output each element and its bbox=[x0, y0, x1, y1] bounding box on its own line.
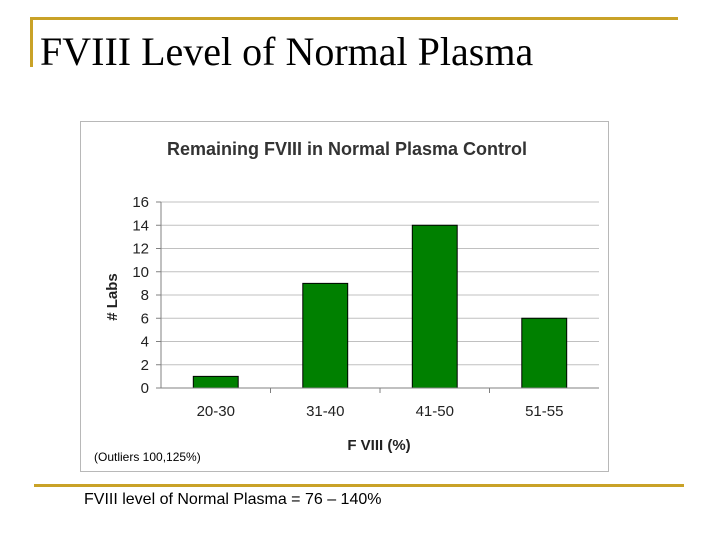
chart-frame: Remaining FVIII in Normal Plasma Control… bbox=[80, 121, 609, 472]
grid-lines bbox=[161, 201, 599, 366]
x-tick-label-41-50: 41-50 bbox=[416, 403, 454, 420]
y-tick-label-0: 0 bbox=[141, 380, 149, 397]
y-tick-label-2: 2 bbox=[141, 357, 149, 374]
chart-title: Remaining FVIII in Normal Plasma Control bbox=[167, 139, 527, 159]
bar-20-30 bbox=[192, 375, 239, 389]
x-tick-label-31-40: 31-40 bbox=[306, 403, 344, 420]
bar-51-55 bbox=[521, 317, 568, 389]
bar-41-50 bbox=[411, 224, 458, 389]
y-tick-label-16: 16 bbox=[132, 194, 149, 211]
normal-range-footnote: FVIII level of Normal Plasma = 76 – 140% bbox=[84, 491, 382, 508]
y-tick-label-14: 14 bbox=[132, 217, 149, 234]
y-tick-labels: 0 2 4 6 8 10 12 14 16 bbox=[132, 194, 149, 397]
y-tick-label-6: 6 bbox=[141, 310, 149, 327]
title-accent-line bbox=[30, 17, 678, 20]
x-tick-label-51-55: 51-55 bbox=[525, 403, 563, 420]
y-axis-title: # Labs bbox=[104, 273, 121, 321]
x-axis-title: F VIII (%) bbox=[347, 437, 410, 454]
x-tick-labels: 20-30 31-40 41-50 51-55 bbox=[197, 403, 564, 420]
y-tick-label-8: 8 bbox=[141, 287, 149, 304]
bar-chart: Remaining FVIII in Normal Plasma Control… bbox=[104, 139, 599, 454]
bars bbox=[192, 224, 568, 389]
title-accent-bar bbox=[30, 17, 33, 67]
footer-accent-line bbox=[34, 484, 684, 487]
outliers-note: (Outliers 100,125%) bbox=[94, 450, 201, 464]
y-tick-label-10: 10 bbox=[132, 264, 149, 281]
bar-31-40 bbox=[302, 282, 349, 389]
axes bbox=[156, 201, 599, 393]
slide-title: FVIII Level of Normal Plasma bbox=[40, 29, 534, 74]
y-tick-label-12: 12 bbox=[132, 241, 149, 258]
y-tick-label-4: 4 bbox=[141, 334, 149, 351]
x-tick-label-20-30: 20-30 bbox=[197, 403, 235, 420]
